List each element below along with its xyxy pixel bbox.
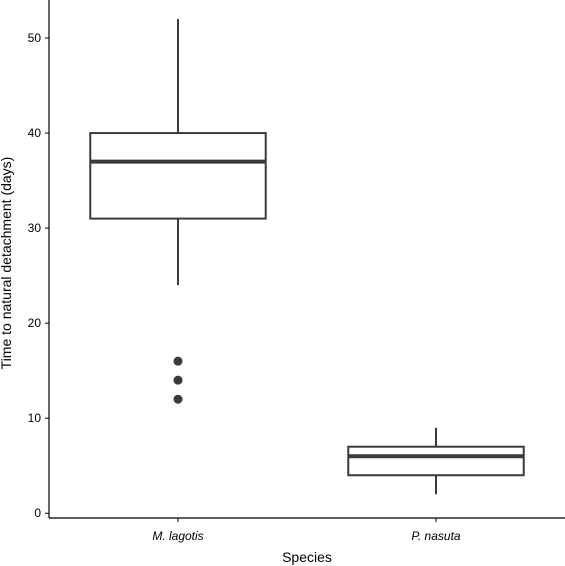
outlier-point — [173, 394, 183, 404]
box-group — [347, 427, 525, 495]
box-group — [89, 19, 267, 404]
box — [347, 445, 525, 477]
box — [89, 132, 267, 220]
y-tick-label: 30 — [28, 221, 42, 235]
y-tick-label: 0 — [34, 506, 41, 520]
axes — [48, 0, 565, 519]
y-axis-ticks: 0 10 20 30 40 50 — [28, 31, 49, 520]
x-tick-label: P. nasuta — [411, 529, 460, 543]
y-tick-label: 10 — [28, 411, 42, 425]
y-tick-label: 20 — [28, 316, 42, 330]
x-axis-title: Species — [282, 549, 332, 565]
outlier-point — [173, 375, 183, 385]
x-tick-label: M. lagotis — [152, 529, 203, 543]
y-axis-title: Time to natural detachment (days) — [0, 157, 14, 370]
outlier-point — [173, 356, 183, 366]
y-tick-label: 40 — [28, 126, 42, 140]
x-axis-ticks: M. lagotis P. nasuta — [152, 518, 461, 543]
box-series — [89, 19, 525, 495]
y-tick-label: 50 — [28, 31, 42, 45]
